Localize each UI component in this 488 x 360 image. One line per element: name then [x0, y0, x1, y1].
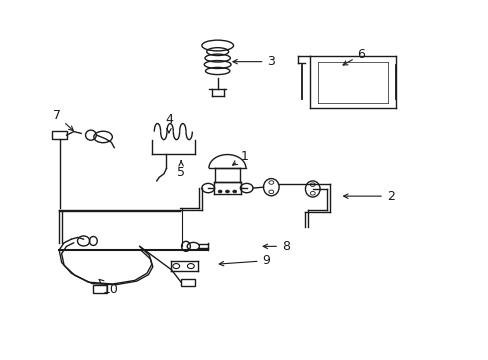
Circle shape — [225, 190, 229, 193]
Text: 8: 8 — [263, 240, 289, 253]
Text: 2: 2 — [343, 190, 394, 203]
Circle shape — [232, 190, 236, 193]
Text: 6: 6 — [343, 48, 365, 65]
Text: 1: 1 — [232, 150, 248, 165]
Text: 3: 3 — [232, 55, 275, 68]
Text: 5: 5 — [177, 161, 185, 179]
Text: 4: 4 — [164, 113, 172, 133]
Circle shape — [218, 190, 222, 193]
Text: 7: 7 — [53, 109, 73, 131]
Text: 10: 10 — [99, 279, 118, 296]
Text: 9: 9 — [219, 254, 270, 267]
